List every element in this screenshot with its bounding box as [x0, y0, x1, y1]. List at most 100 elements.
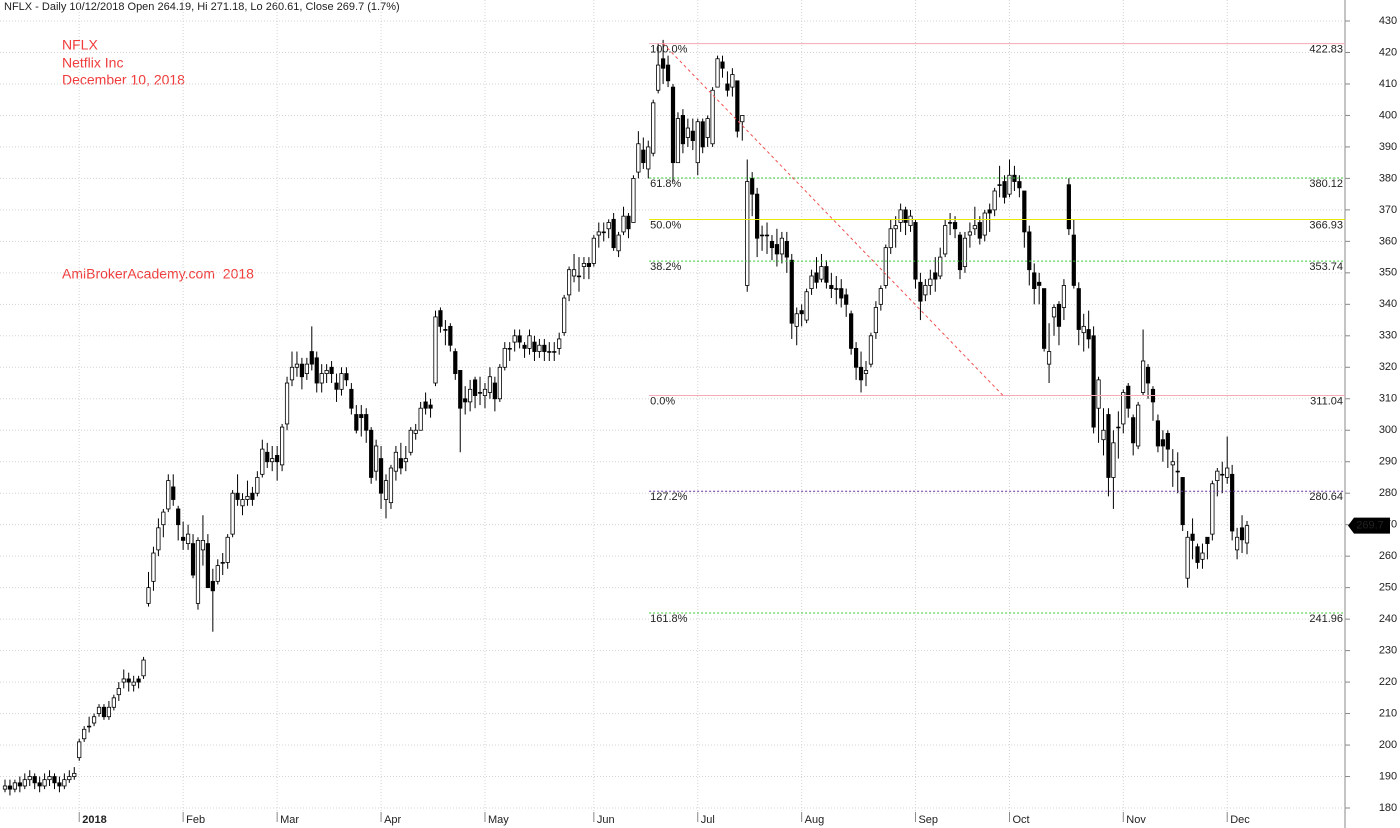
candle-body — [383, 480, 389, 500]
candle-body — [1091, 335, 1096, 428]
candle-body — [458, 370, 463, 409]
candle-body — [1175, 470, 1180, 473]
candle-body — [512, 335, 517, 343]
candle-body — [769, 240, 775, 249]
candle-body — [1190, 533, 1195, 541]
candle-body — [166, 480, 171, 510]
candle-body — [774, 244, 780, 255]
candle-body — [878, 288, 883, 305]
candle-body — [557, 338, 562, 349]
candle-body — [537, 344, 542, 352]
candle-body — [824, 266, 829, 283]
candle-body — [428, 404, 433, 409]
x-tick-label: Jul — [701, 814, 715, 826]
candle-body — [547, 351, 552, 353]
candle-body — [581, 262, 587, 267]
candle-body — [918, 281, 923, 302]
candle-body — [903, 209, 908, 223]
candle-body — [378, 458, 384, 494]
y-tick-label: 240 — [1379, 613, 1397, 625]
fib-label: 161.8% — [650, 613, 688, 625]
candle-body — [1225, 467, 1230, 478]
candle-body — [1155, 420, 1161, 447]
x-tick-label: 2018 — [82, 814, 106, 826]
candle-body — [121, 678, 126, 683]
candle-body — [789, 259, 794, 324]
candle-body — [977, 222, 982, 239]
annotation: Netflix Inc — [62, 55, 123, 71]
candle-body — [294, 363, 300, 368]
candle-body — [413, 429, 418, 434]
candle-body — [1220, 473, 1225, 476]
y-tick-label: 290 — [1379, 456, 1397, 468]
candle-body — [1046, 351, 1052, 365]
candle-body — [596, 231, 601, 236]
candle-body — [1071, 234, 1076, 286]
candle-body — [675, 118, 681, 164]
candle-body — [1081, 325, 1086, 334]
candle-body — [764, 234, 770, 237]
y-tick-label: 340 — [1379, 298, 1397, 310]
candle-body — [374, 445, 379, 472]
candle-body — [784, 240, 789, 258]
candle-body — [532, 341, 537, 352]
candle-body — [809, 275, 814, 289]
chart-title: NFLX - Daily 10/12/2018 Open 264.19, Hi … — [4, 1, 400, 13]
candle-body — [967, 231, 973, 236]
fib-value: 311.04 — [1310, 395, 1343, 407]
candle-body — [1185, 536, 1190, 579]
candle-body — [710, 89, 715, 145]
candle-body — [111, 697, 116, 708]
y-tick-label: 300 — [1379, 424, 1397, 436]
candle-body — [1017, 181, 1022, 189]
candle-body — [1101, 429, 1106, 441]
x-tick-label: May — [488, 814, 509, 826]
candle-body — [1210, 483, 1215, 535]
candle-body — [176, 508, 181, 526]
candle-body — [844, 294, 849, 305]
candle-body — [626, 215, 631, 230]
candle-body — [755, 193, 760, 239]
candle-body — [517, 335, 522, 343]
candle-body — [32, 776, 37, 784]
candle-body — [982, 212, 987, 236]
candle-body — [725, 83, 730, 91]
candle-body — [443, 329, 448, 331]
candle-body — [1131, 417, 1136, 444]
y-tick-label: 220 — [1379, 676, 1397, 688]
y-tick-label: 310 — [1379, 393, 1397, 405]
x-tick-label: Sep — [918, 814, 938, 826]
x-tick-label: Apr — [384, 814, 401, 826]
candle-body — [1244, 525, 1250, 544]
y-tick-label: 410 — [1379, 78, 1397, 90]
candle-body — [67, 776, 72, 781]
candle-body — [171, 486, 176, 500]
candle-body — [928, 278, 933, 286]
candle-body — [438, 310, 443, 327]
candle-body — [37, 782, 42, 787]
candle-body — [507, 347, 512, 350]
candle-body — [948, 222, 953, 224]
candle-body — [309, 351, 314, 365]
candle-body — [863, 370, 869, 374]
candle-body — [289, 366, 295, 381]
candle-body — [720, 61, 725, 69]
candle-body — [319, 373, 324, 384]
candle-body — [52, 776, 57, 784]
candle-body — [1002, 181, 1007, 198]
candle-body — [1235, 536, 1240, 551]
candle-body — [1195, 546, 1200, 563]
candle-body — [834, 288, 839, 290]
fib-value: 353.74 — [1309, 261, 1343, 273]
fib-label: 127.2% — [650, 491, 688, 503]
candle-body — [1136, 404, 1141, 447]
candle-body — [284, 382, 290, 425]
y-tick-label: 360 — [1379, 235, 1397, 247]
candle-body — [1215, 470, 1220, 482]
candle-body — [759, 234, 765, 237]
candle-body — [463, 398, 468, 403]
candle-body — [230, 492, 235, 535]
candle-body — [705, 118, 710, 138]
candle-body — [27, 776, 32, 781]
candle-body — [91, 716, 97, 724]
